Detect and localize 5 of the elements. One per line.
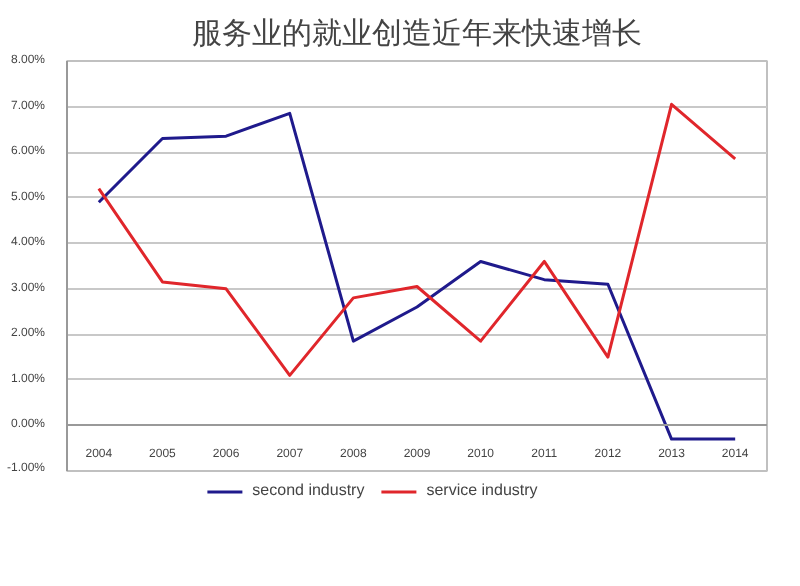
legend-label: second industry [252, 481, 365, 499]
line-series [97, 102, 737, 377]
line-series [97, 111, 737, 441]
legend-label: service industry [426, 481, 538, 499]
chart-title: 服务业的就业创造近年来快速增长 [192, 15, 642, 51]
